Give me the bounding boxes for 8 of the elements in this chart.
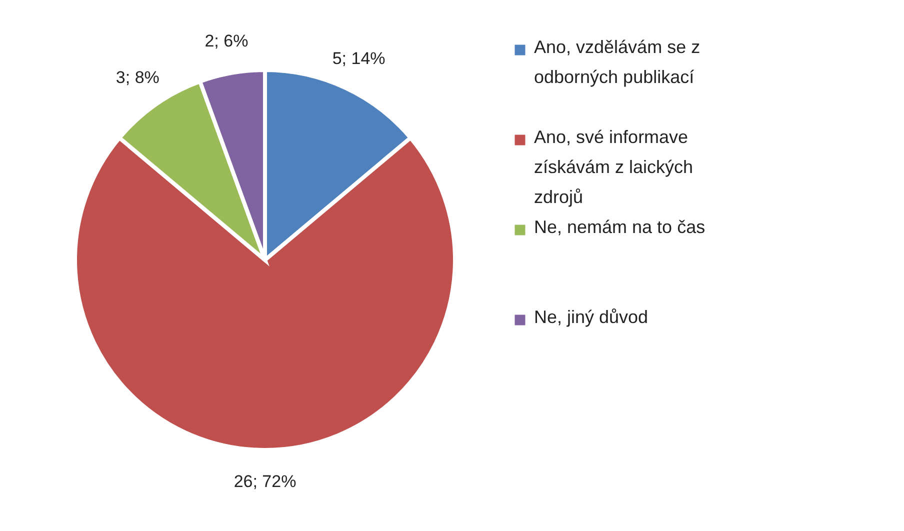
legend-label: Ne, nemám na to čas [534, 217, 706, 237]
data-label: 26; 72% [234, 472, 296, 491]
data-label: 2; 6% [204, 31, 248, 50]
data-label: 5; 14% [332, 48, 386, 68]
data-label: 3; 8% [116, 68, 160, 88]
legend-label: Ano, vzdělávám se z odborných publikací [534, 37, 700, 87]
legend-label: Ano, své informave získávám z laických zdrojů [534, 127, 694, 207]
legend-label: Ne, jiný důvod [534, 307, 648, 327]
